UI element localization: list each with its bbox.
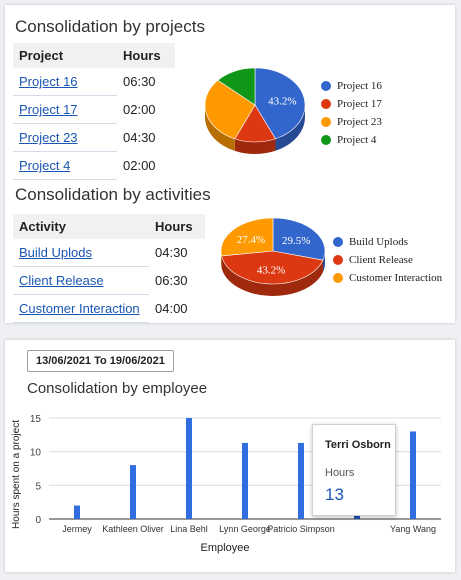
x-tick-label: Yang Wang [390,524,436,534]
column-header-hours: Hours [117,43,175,68]
bar[interactable] [298,442,304,519]
column-header-project: Project [13,43,117,68]
project-link[interactable]: Project 16 [13,68,117,96]
activity-hours: 04:30 [155,245,188,261]
pie-slice-label: 43.2% [257,264,285,276]
projects-table: Project Hours Project 16 06:30 Project 1… [13,43,175,180]
tooltip-value: 13 [325,485,344,504]
pie-slice[interactable] [254,67,306,140]
tooltip-employee-name: Terri Osborn [325,439,391,451]
legend-swatch [333,273,343,283]
x-tick-label: Kathleen Oliver [102,524,164,534]
activities-table: Activity Hours Build Uplods 04:30 Client… [13,214,205,323]
projects-title: Consolidation by projects [15,17,205,36]
pie-slice[interactable] [221,250,324,285]
bar[interactable] [74,505,80,519]
project-hours: 02:00 [123,102,156,117]
legend-label: Project 23 [337,116,382,128]
pie-slice[interactable] [217,67,256,106]
pie-slice-side [275,105,305,151]
y-tick-label: 0 [35,515,41,526]
legend-swatch [333,237,343,247]
pie-slice-label: 29.5% [282,235,310,247]
pie-slice-side [205,105,235,151]
y-tick-label: 15 [30,414,42,425]
activities-legend: Build Uplods Client Release Customer Int… [333,233,442,287]
legend-item: Customer Interaction [333,269,442,287]
project-hours: 04:30 [123,130,156,145]
table-header-row: Project Hours [13,43,175,68]
activity-hours: 04:00 [155,301,188,316]
project-link[interactable]: Project 23 [13,123,117,152]
legend-item: Client Release [333,251,442,269]
pie-slice[interactable] [272,217,326,261]
pie-slice-label: 43.2% [268,96,296,108]
pie-slice[interactable] [220,217,274,257]
activities-pie-chart: 29.5% 43.2% 27.4% [220,217,326,297]
legend-swatch [321,99,331,109]
column-header-hours: Hours [149,214,205,239]
legend-item: Project 17 [321,95,382,113]
legend-item: Project 16 [321,77,382,95]
projects-legend: Project 16 Project 17 Project 23 Project… [321,77,382,149]
projects-pie-chart: 43.2% [204,67,306,154]
table-row: Project 23 04:30 [13,123,175,152]
column-header-activity: Activity [13,214,149,239]
activities-title: Consolidation by activities [15,185,211,204]
legend-item: Project 4 [321,131,382,149]
legend-label: Project 4 [337,134,377,146]
activity-hours: 06:30 [155,273,188,288]
table-row: Project 4 02:00 [13,151,175,180]
table-row: Customer Interaction 04:00 [13,294,205,323]
chart-tooltip: Terri Osborn Hours 13 [312,424,396,516]
table-row: Client Release 06:30 [13,266,205,295]
legend-swatch [321,135,331,145]
table-row: Project 16 06:30 [13,68,175,96]
legend-label: Client Release [349,254,413,266]
table-row: Build Uplods 04:30 [13,239,205,267]
bar[interactable] [186,418,192,519]
employee-panel: 13/06/2021 To 19/06/2021 Consolidation b… [5,340,455,572]
x-tick-label: Patricio Simpson [267,524,335,534]
activity-link[interactable]: Customer Interaction [13,294,149,323]
activity-link[interactable]: Client Release [13,266,149,295]
tooltip-label: Hours [325,467,355,479]
legend-label: Customer Interaction [349,272,443,284]
bar[interactable] [242,442,248,519]
bar[interactable] [410,431,416,519]
legend-label: Project 17 [337,98,382,110]
y-tick-label: 10 [30,448,42,459]
pie-slice-side [234,138,276,154]
pie-slice[interactable] [204,79,256,140]
project-hours: 02:00 [123,158,156,173]
x-tick-label: Lina Behl [170,524,208,534]
x-axis-title: Employee [201,542,250,554]
legend-swatch [333,255,343,265]
legend-swatch [321,117,331,127]
legend-swatch [321,81,331,91]
project-link[interactable]: Project 4 [13,151,117,180]
legend-label: Build Uplods [349,236,408,248]
legend-item: Project 23 [321,113,382,131]
pie-slice-side [221,255,323,297]
employee-title: Consolidation by employee [27,380,208,397]
project-link[interactable]: Project 17 [13,95,117,124]
bar[interactable] [130,465,136,519]
summary-panel: Consolidation by projects Project Hours … [5,5,455,323]
x-tick-label: Jermey [62,524,92,534]
pie-slice-label: 27.4% [237,234,265,246]
project-hours: 06:30 [123,74,156,90]
legend-item: Build Uplods [333,233,442,251]
legend-label: Project 16 [337,80,382,92]
y-tick-label: 5 [35,481,41,492]
activity-link[interactable]: Build Uplods [13,239,149,267]
y-axis-title: Hours spent on a project [11,420,22,529]
date-range-field[interactable]: 13/06/2021 To 19/06/2021 [27,350,174,372]
x-tick-label: Lynn George [219,524,271,534]
table-header-row: Activity Hours [13,214,205,239]
table-row: Project 17 02:00 [13,95,175,124]
